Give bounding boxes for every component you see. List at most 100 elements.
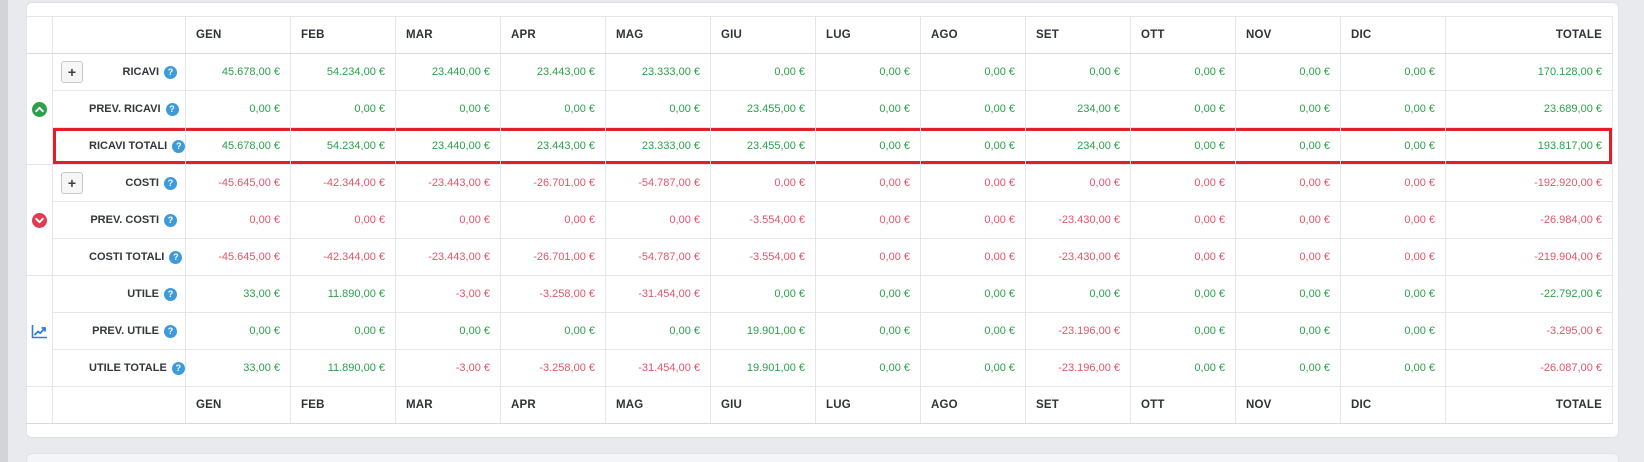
cell-costi-ago: 0,00 € — [920, 164, 1026, 202]
table-row-ricavi-totali: RICAVI TOTALI? 45.678,00 €54.234,00 €23.4… — [27, 127, 1613, 165]
cell-prev-utile-dic: 0,00 € — [1340, 312, 1446, 350]
row-label-cell-prev-costi: PREV. COSTI? — [52, 201, 186, 239]
row-label-cell-ricavi-totali: RICAVI TOTALI? — [52, 127, 186, 165]
cell-prev-ricavi-gen: 0,00 € — [185, 90, 291, 128]
expand-button-costi[interactable]: + — [61, 172, 83, 194]
row-label-costi-totali: COSTI TOTALI — [89, 251, 165, 263]
cell-prev-ricavi-lug: 0,00 € — [815, 90, 921, 128]
cell-prev-costi-giu: -3.554,00 € — [710, 201, 816, 239]
cell-prev-costi-lug: 0,00 € — [815, 201, 921, 239]
header-col-gen: GEN — [185, 16, 291, 54]
help-icon[interactable]: ? — [172, 139, 186, 153]
help-icon[interactable]: ? — [164, 213, 177, 227]
footer-corner-label — [52, 386, 186, 424]
cell-prev-ricavi-mar: 0,00 € — [395, 90, 501, 128]
cell-utile-totale-ott: 0,00 € — [1130, 349, 1236, 387]
cell-costi-totali-nov: 0,00 € — [1235, 238, 1341, 276]
table-row-costi-totali: COSTI TOTALI? -45.645,00 € -42.344,00 € -23… — [27, 238, 1613, 276]
help-icon[interactable]: ? — [169, 250, 183, 264]
cell-ricavi-totali-totale: 193.817,00 € — [1445, 127, 1613, 165]
cell-prev-costi-totale: -26.984,00 € — [1445, 201, 1613, 239]
cell-costi-totali-mag: -54.787,00 € — [605, 238, 711, 276]
row-label-ricavi-totali: RICAVI TOTALI — [89, 140, 168, 152]
footer-col-set: SET — [1025, 386, 1131, 424]
cell-ricavi-totali-mar: 23.440,00 € — [395, 127, 501, 165]
cell-prev-utile-totale: -3.295,00 € — [1445, 312, 1613, 350]
header-corner-label — [52, 16, 186, 54]
cell-ricavi-apr: 23.443,00 € — [500, 53, 606, 91]
row-label-cell-costi-totali: COSTI TOTALI? — [52, 238, 186, 276]
group-gutter-cell — [26, 53, 53, 165]
cell-ricavi-totale: 170.128,00 € — [1445, 53, 1613, 91]
header-col-nov: NOV — [1235, 16, 1341, 54]
cell-prev-costi-nov: 0,00 € — [1235, 201, 1341, 239]
help-icon[interactable]: ? — [171, 361, 185, 375]
header-col-mag: MAG — [605, 16, 711, 54]
cell-prev-utile-apr: 0,00 € — [500, 312, 606, 350]
help-icon[interactable]: ? — [164, 324, 177, 338]
help-icon[interactable]: ? — [165, 102, 179, 116]
table-row-ricavi: + RICAVI? 45.678,00 €54.234,00 €23.440,00 … — [26, 53, 1613, 165]
cell-utile-apr: -3.258,00 € — [500, 275, 606, 313]
cell-costi-totale: -192.920,00 € — [1445, 164, 1613, 202]
cell-prev-costi-ott: 0,00 € — [1130, 201, 1236, 239]
footer-col-nov: NOV — [1235, 386, 1341, 424]
cell-costi-mag: -54.787,00 € — [605, 164, 711, 202]
table-row-prev-costi: PREV. COSTI? 0,00 €0,00 €0,00 €0,00 €0,00… — [27, 201, 1613, 239]
header-col-dic: DIC — [1340, 16, 1446, 54]
cell-utile-totale-totale: -26.087,00 € — [1445, 349, 1613, 387]
line-chart-icon[interactable] — [31, 324, 48, 338]
cell-prev-utile-feb: 0,00 € — [290, 312, 396, 350]
cell-ricavi-totali-set: 234,00 € — [1025, 127, 1131, 165]
cell-ricavi-totali-mag: 23.333,00 € — [605, 127, 711, 165]
footer-col-mar: MAR — [395, 386, 501, 424]
cell-utile-lug: 0,00 € — [815, 275, 921, 313]
cell-utile-mag: -31.454,00 € — [605, 275, 711, 313]
help-icon[interactable]: ? — [164, 176, 177, 190]
cell-costi-feb: -42.344,00 € — [290, 164, 396, 202]
cell-prev-costi-gen: 0,00 € — [185, 201, 291, 239]
cell-prev-ricavi-set: 234,00 € — [1025, 90, 1131, 128]
cell-prev-ricavi-dic: 0,00 € — [1340, 90, 1446, 128]
cell-costi-totali-apr: -26.701,00 € — [500, 238, 606, 276]
cell-utile-totale: -22.792,00 € — [1445, 275, 1613, 313]
cell-ricavi-nov: 0,00 € — [1235, 53, 1341, 91]
page-left-gutter — [0, 0, 8, 462]
header-col-totale: TOTALE — [1445, 16, 1613, 54]
cell-ricavi-totali-nov: 0,00 € — [1235, 127, 1341, 165]
table-row-costi: + COSTI? -45.645,00 € -42.344,00 € -23.443,0… — [26, 164, 1613, 276]
cell-ricavi-ago: 0,00 € — [920, 53, 1026, 91]
cell-utile-nov: 0,00 € — [1235, 275, 1341, 313]
trend-up-circle-icon — [32, 101, 47, 117]
footer-col-lug: LUG — [815, 386, 921, 424]
row-label-costi: COSTI — [125, 177, 159, 189]
row-label-cell-prev-ricavi: PREV. RICAVI? — [52, 90, 186, 128]
cell-costi-totali-lug: 0,00 € — [815, 238, 921, 276]
cell-utile-totale-ago: 0,00 € — [920, 349, 1026, 387]
cell-utile-totale-feb: 11.890,00 € — [290, 349, 396, 387]
cell-ricavi-lug: 0,00 € — [815, 53, 921, 91]
cell-ricavi-feb: 54.234,00 € — [290, 53, 396, 91]
row-label-cell-prev-utile: PREV. UTILE? — [52, 312, 186, 350]
table-row-utile-totale: UTILE TOTALE? 33,00 €11.890,00 € -3,00 € -3… — [27, 349, 1613, 387]
cell-costi-apr: -26.701,00 € — [500, 164, 606, 202]
cell-ricavi-totali-ago: 0,00 € — [920, 127, 1026, 165]
cell-prev-costi-feb: 0,00 € — [290, 201, 396, 239]
footer-col-mag: MAG — [605, 386, 711, 424]
cell-utile-totale-giu: 19.901,00 € — [710, 349, 816, 387]
trend-down-circle-icon — [32, 212, 47, 228]
row-label-utile-totale: UTILE TOTALE — [89, 362, 167, 374]
expand-button-ricavi[interactable]: + — [61, 61, 83, 83]
table-row-prev-ricavi: PREV. RICAVI? 0,00 €0,00 €0,00 €0,00 €0,0… — [27, 90, 1613, 128]
cell-costi-dic: 0,00 € — [1340, 164, 1446, 202]
group-gutter-cell — [26, 275, 53, 387]
help-icon[interactable]: ? — [164, 65, 177, 79]
cell-ricavi-totali-giu: 23.455,00 € — [710, 127, 816, 165]
next-section-card — [26, 453, 1619, 462]
cell-ricavi-mag: 23.333,00 € — [605, 53, 711, 91]
help-icon[interactable]: ? — [164, 287, 177, 301]
cell-ricavi-totali-apr: 23.443,00 € — [500, 127, 606, 165]
cell-utile-feb: 11.890,00 € — [290, 275, 396, 313]
cell-prev-ricavi-apr: 0,00 € — [500, 90, 606, 128]
cell-prev-utile-ott: 0,00 € — [1130, 312, 1236, 350]
